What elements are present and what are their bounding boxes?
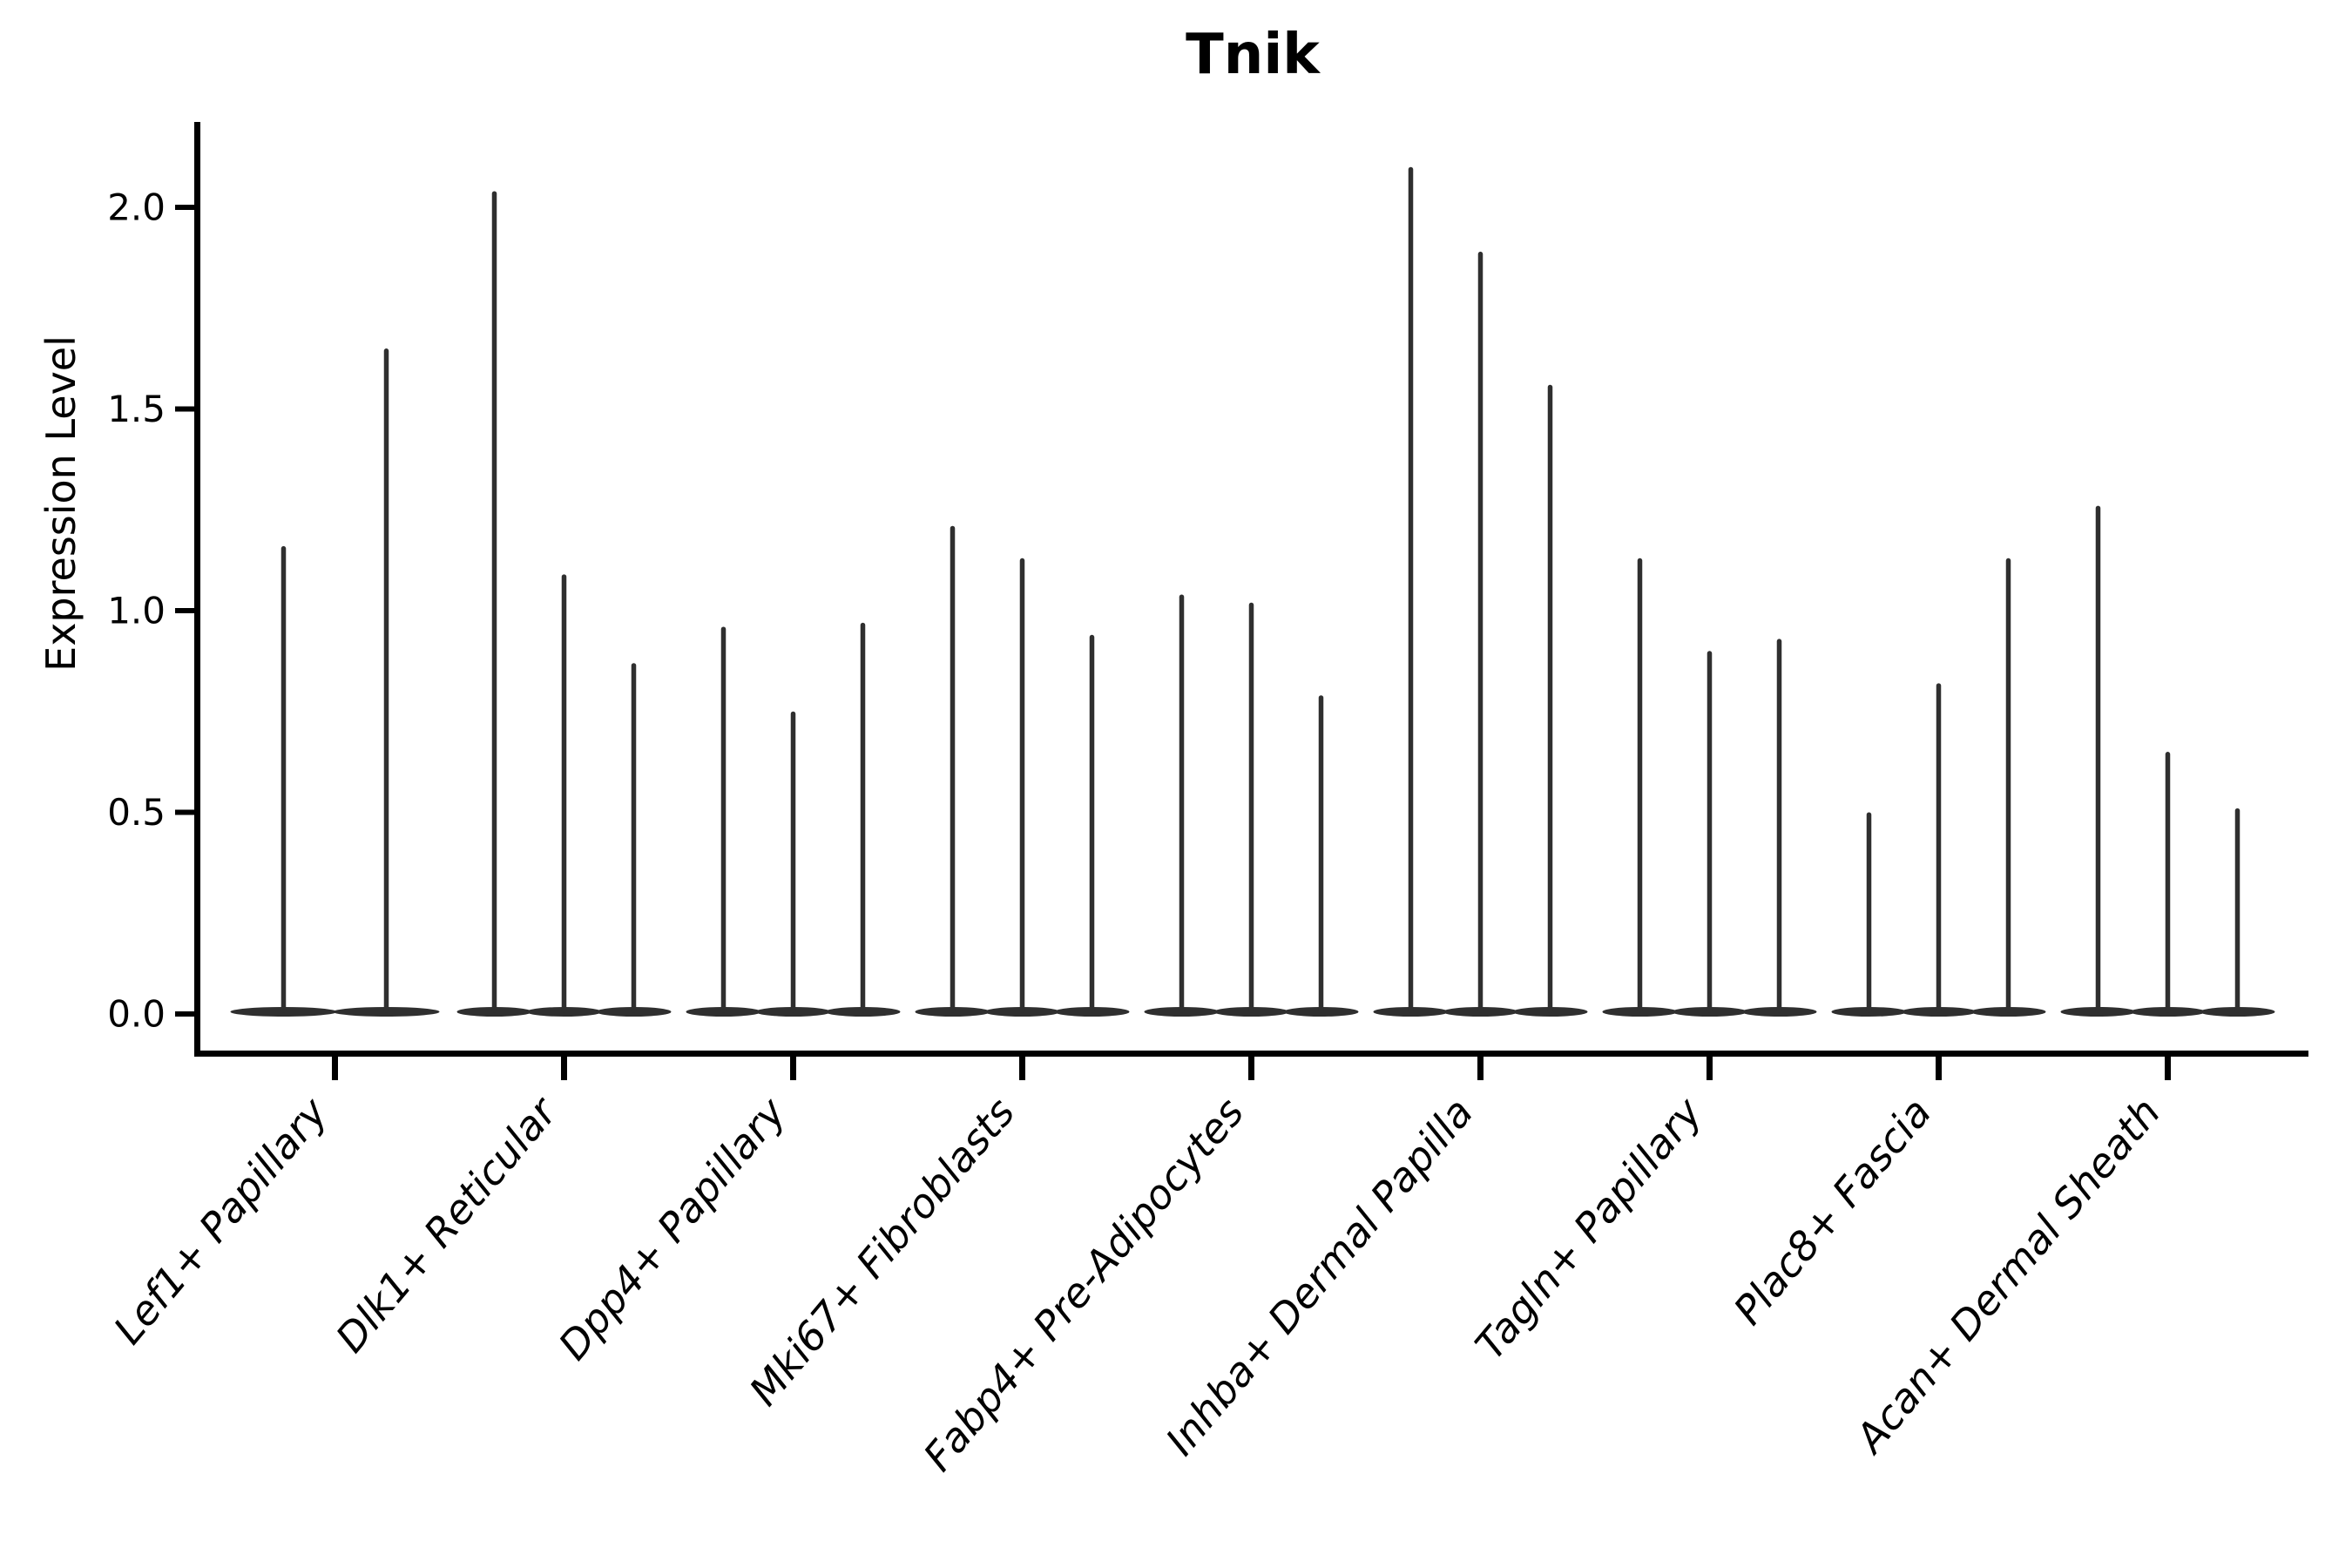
violin-spike [790,711,796,1013]
x-tick [332,1057,338,1080]
violin-spike [1936,683,1942,1013]
x-tick [1707,1057,1713,1080]
violin-spike [2095,505,2101,1013]
violin-spike [1637,558,1643,1013]
plot-title: Tnik [1186,23,1320,87]
violin-group-1 [230,348,440,1017]
violin-spike [1776,639,1782,1013]
y-tick-label: 1.0 [107,590,166,632]
violin-group-8 [1831,558,2046,1017]
x-tick [1248,1057,1254,1080]
violin-spike [2005,558,2011,1013]
violin-spike [2234,808,2240,1013]
y-tick [175,809,194,815]
y-tick [175,608,194,613]
violin-spike [1866,812,1872,1013]
y-tick-label: 2.0 [107,186,166,229]
violin-group-4 [915,525,1130,1017]
y-tick [175,406,194,412]
violin-group-2 [456,191,672,1017]
violin-spike [950,525,956,1013]
violin-spike [1089,634,1095,1013]
violin-spike [1179,594,1185,1013]
violin-spike [383,348,389,1013]
violin-spike [631,663,637,1013]
violin-spike [1318,695,1324,1013]
y-axis-spine [194,122,200,1057]
y-tick [175,1011,194,1017]
violin-spike [2165,752,2171,1013]
violin-spike [1547,384,1553,1014]
violin-spike [1248,602,1254,1013]
violin-group-7 [1602,558,1817,1017]
x-tick [1019,1057,1025,1080]
violin-spike [561,574,567,1013]
violin-spike [860,622,866,1013]
y-tick-label: 1.5 [107,388,166,430]
y-tick-label: 0.5 [107,791,166,834]
x-axis-spine [194,1051,2308,1057]
y-tick [175,205,194,210]
violin-spike [720,626,727,1013]
violin-group-6 [1373,166,1588,1017]
violin-spike [280,545,287,1013]
violin-spike [1477,251,1484,1013]
x-tick [1477,1057,1484,1080]
x-tick [561,1057,567,1080]
violin-spike [1019,558,1025,1013]
x-tick [790,1057,796,1080]
violin-spike [491,191,497,1014]
violin-spike [1707,651,1713,1013]
x-tick [2165,1057,2171,1080]
violin-spike [1408,166,1414,1013]
violin-group-5 [1144,594,1359,1017]
violin-group-9 [2060,505,2275,1017]
x-tick [1936,1057,1942,1080]
violin-group-3 [686,622,901,1017]
y-tick-label: 0.0 [107,993,166,1036]
